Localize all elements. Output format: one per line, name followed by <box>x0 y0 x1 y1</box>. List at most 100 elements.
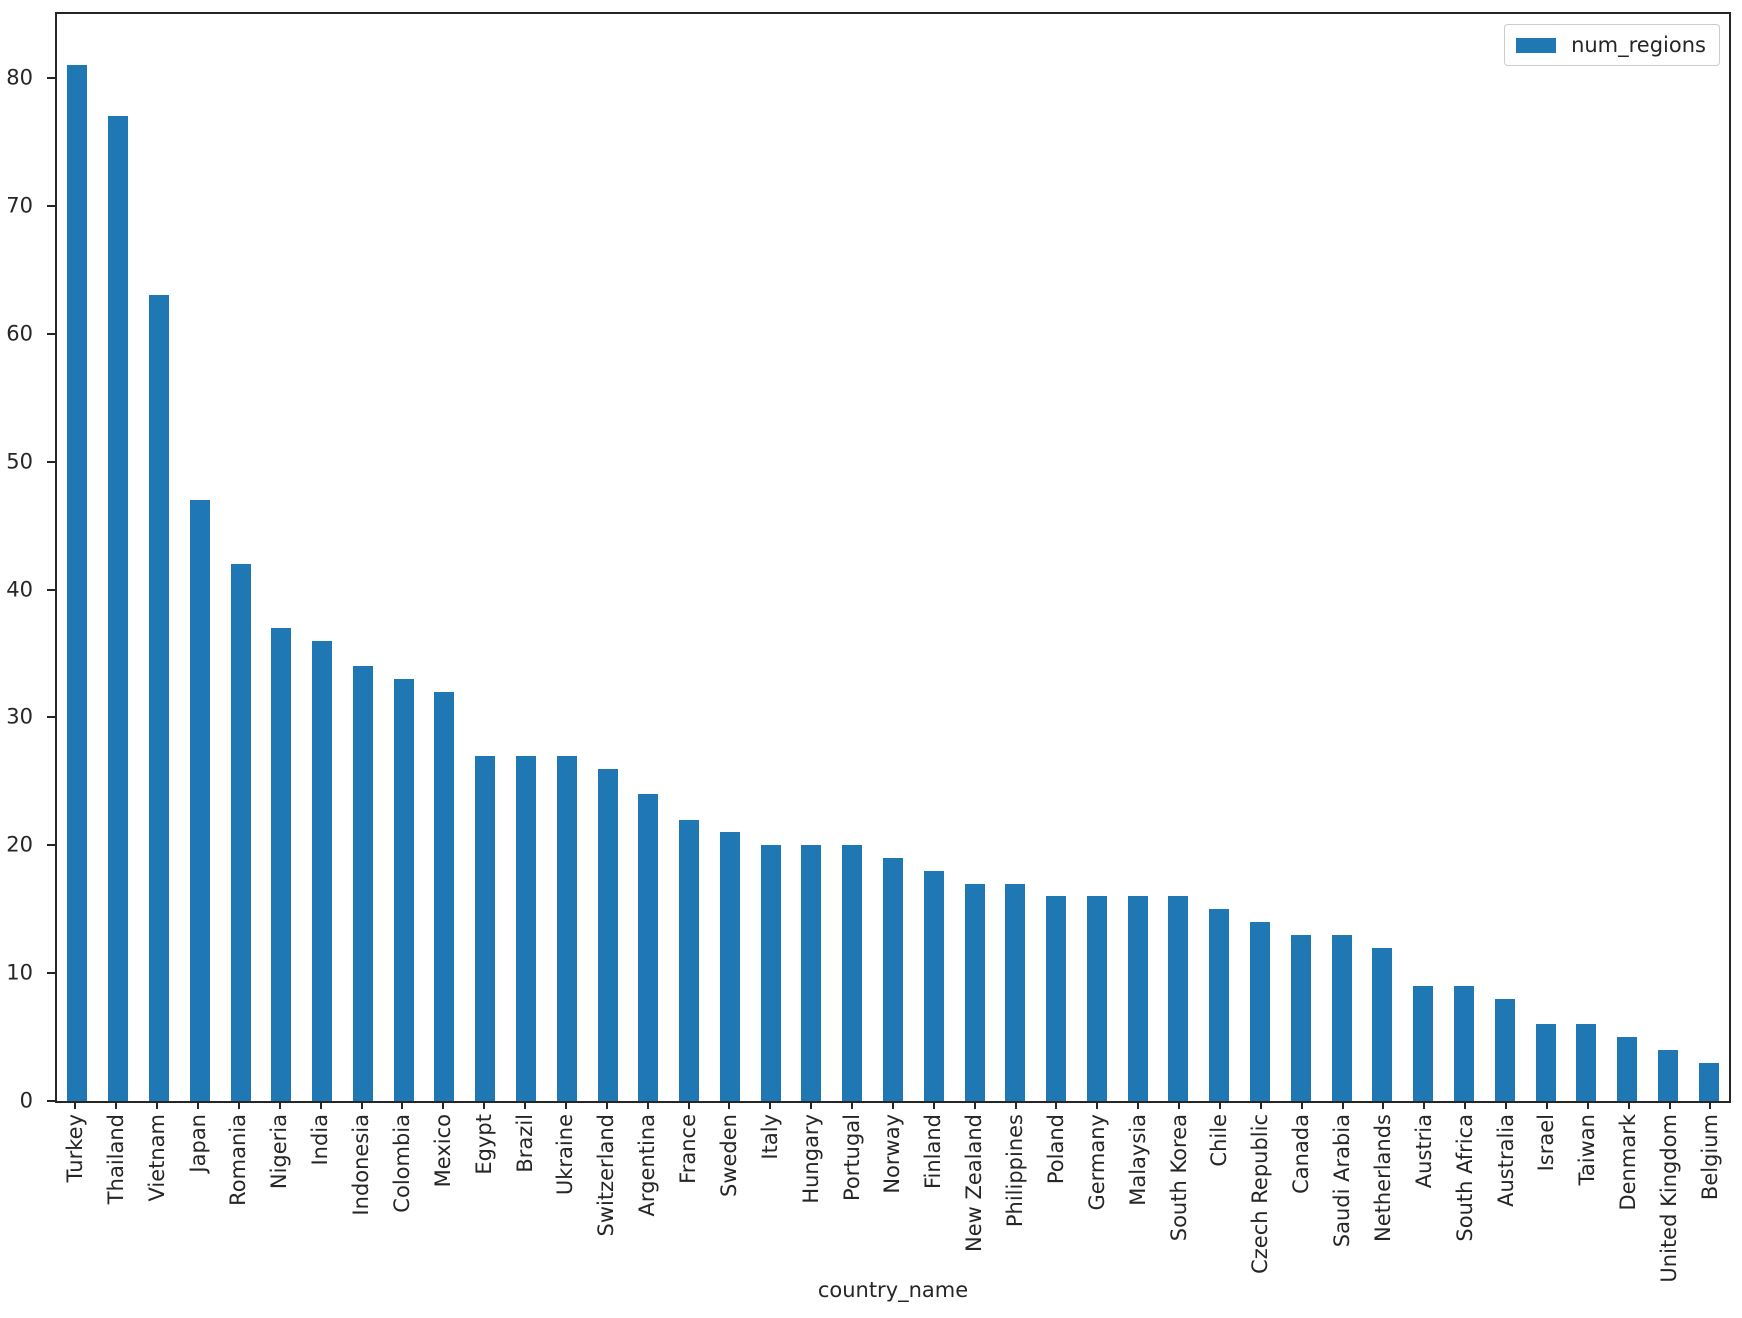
bar-romania <box>230 563 251 1101</box>
bar-slot <box>873 14 914 1101</box>
bar-slot <box>220 14 261 1101</box>
x-tick-mark <box>156 1101 159 1109</box>
bar-south-africa <box>1453 985 1474 1101</box>
bar-slot <box>1199 14 1240 1101</box>
y-tick-mark <box>47 1100 55 1102</box>
bar-france <box>679 819 700 1101</box>
x-tick-label-nigeria: Nigeria <box>267 1114 292 1190</box>
bar-slot <box>546 14 587 1101</box>
x-tick-mark <box>237 1101 240 1109</box>
x-tick-label-denmark: Denmark <box>1616 1114 1641 1211</box>
x-tick-mark <box>973 1101 976 1109</box>
x-tick-mark <box>1627 1101 1630 1109</box>
bar-hungary <box>801 845 822 1101</box>
y-tick-mark <box>47 716 55 719</box>
x-tick-label-hungary: Hungary <box>798 1114 823 1204</box>
x-tick-mark <box>1300 1101 1303 1109</box>
bar-united-kingdom <box>1657 1049 1678 1101</box>
bar-chile <box>1209 909 1230 1101</box>
y-tick-label-40: 40 <box>6 577 33 601</box>
x-slot-belgium: Belgium <box>1690 1101 1731 1283</box>
x-tick-mark <box>891 1101 894 1109</box>
x-slot-vietnam: Vietnam <box>137 1101 178 1283</box>
y-tick-mark <box>47 844 55 847</box>
x-tick-label-thailand: Thailand <box>103 1114 128 1205</box>
x-slot-hungary: Hungary <box>791 1101 832 1283</box>
bar-slot <box>710 14 751 1101</box>
x-tick-mark <box>1096 1101 1099 1109</box>
x-slot-philippines: Philippines <box>995 1101 1036 1283</box>
x-slot-south-africa: South Africa <box>1445 1101 1486 1283</box>
y-tick-mark <box>47 972 55 975</box>
x-tick-mark <box>401 1101 404 1109</box>
bar-slot <box>750 14 791 1101</box>
bar-vietnam <box>148 295 169 1101</box>
x-tick-mark <box>810 1101 813 1109</box>
bar-india <box>312 640 333 1101</box>
bar-netherlands <box>1372 947 1393 1101</box>
x-slot-sweden: Sweden <box>709 1101 750 1283</box>
x-tick-label-belgium: Belgium <box>1697 1114 1722 1201</box>
bar-japan <box>189 499 210 1101</box>
y-tick-label-0: 0 <box>19 1088 33 1113</box>
x-slot-turkey: Turkey <box>55 1101 96 1283</box>
bar-slot <box>302 14 343 1101</box>
x-slot-austria: Austria <box>1404 1101 1445 1283</box>
y-tick-mark <box>47 332 55 335</box>
legend-label: num_regions <box>1571 33 1706 57</box>
x-tick-label-brazil: Brazil <box>512 1114 537 1173</box>
bar-canada <box>1290 934 1311 1101</box>
bar-malaysia <box>1127 896 1148 1101</box>
bar-australia <box>1494 998 1515 1101</box>
y-tick-mark <box>47 460 55 463</box>
x-tick-label-poland: Poland <box>1043 1114 1068 1185</box>
bar-slot <box>139 14 180 1101</box>
x-tick-label-sweden: Sweden <box>716 1114 741 1197</box>
x-tick-mark <box>646 1101 649 1109</box>
x-tick-mark <box>932 1101 935 1109</box>
x-tick-label-czech-republic: Czech Republic <box>1248 1114 1273 1274</box>
bar-saudi-arabia <box>1331 934 1352 1101</box>
x-slot-france: France <box>668 1101 709 1283</box>
x-tick-mark <box>74 1101 77 1109</box>
bar-brazil <box>515 755 536 1101</box>
bar-slot <box>98 14 139 1101</box>
x-tick-label-new-zealand: New Zealand <box>962 1114 987 1252</box>
x-tick-mark <box>442 1101 445 1109</box>
bar-slot <box>1321 14 1362 1101</box>
x-tick-label-switzerland: Switzerland <box>594 1114 619 1237</box>
y-tick-label-60: 60 <box>6 321 33 346</box>
x-slot-italy: Italy <box>750 1101 791 1283</box>
bar-slot <box>1566 14 1607 1101</box>
x-tick-label-japan: Japan <box>185 1114 210 1173</box>
bar-slot <box>954 14 995 1101</box>
x-tick-mark <box>1137 1101 1140 1109</box>
bar-slot <box>342 14 383 1101</box>
x-slot-japan: Japan <box>178 1101 219 1283</box>
x-slot-canada: Canada <box>1281 1101 1322 1283</box>
y-tick-label-80: 80 <box>6 65 33 90</box>
bar-slot <box>1280 14 1321 1101</box>
x-tick-mark <box>319 1101 322 1109</box>
x-tick-label-colombia: Colombia <box>389 1114 414 1213</box>
x-tick-mark <box>524 1101 527 1109</box>
x-tick-label-taiwan: Taiwan <box>1575 1114 1600 1186</box>
bar-slot <box>995 14 1036 1101</box>
x-tick-label-norway: Norway <box>880 1114 905 1194</box>
bar-norway <box>883 858 904 1101</box>
bar-slot <box>628 14 669 1101</box>
bar-switzerland <box>597 768 618 1101</box>
x-tick-label-indonesia: Indonesia <box>349 1114 374 1216</box>
bar-slot <box>791 14 832 1101</box>
x-slot-indonesia: Indonesia <box>341 1101 382 1283</box>
x-axis-title: country_name <box>817 1278 969 1302</box>
x-slot-egypt: Egypt <box>464 1101 505 1283</box>
x-tick-label-france: France <box>676 1114 701 1184</box>
x-tick-mark <box>1505 1101 1508 1109</box>
x-tick-label-saudi-arabia: Saudi Arabia <box>1330 1114 1355 1248</box>
x-tick-label-ukraine: Ukraine <box>553 1114 578 1196</box>
x-tick-label-romania: Romania <box>226 1114 251 1206</box>
x-tick-mark <box>1218 1101 1221 1109</box>
x-tick-mark <box>687 1101 690 1109</box>
